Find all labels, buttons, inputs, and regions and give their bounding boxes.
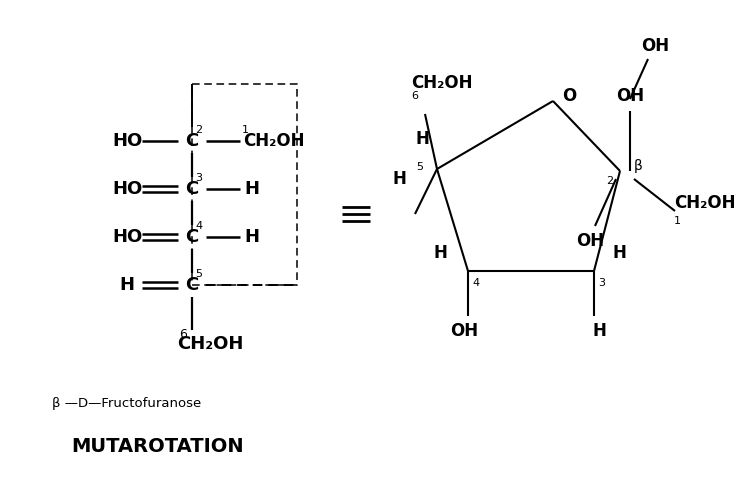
Text: 2: 2 (606, 176, 614, 186)
Text: H: H (119, 276, 134, 294)
Text: HO: HO (112, 132, 142, 150)
Text: 6: 6 (412, 91, 418, 101)
Text: H: H (433, 244, 447, 262)
Text: H: H (392, 170, 406, 188)
Text: H: H (415, 130, 429, 148)
Text: 3: 3 (195, 173, 203, 183)
Text: 5: 5 (195, 269, 203, 279)
Text: MUTAROTATION: MUTAROTATION (72, 438, 244, 457)
Text: OH: OH (576, 232, 604, 250)
Text: C: C (185, 276, 198, 294)
Text: HO: HO (112, 228, 142, 246)
Text: β: β (633, 159, 642, 173)
Text: CH₂OH: CH₂OH (674, 194, 736, 212)
Text: 4: 4 (473, 278, 480, 288)
Text: HO: HO (112, 180, 142, 198)
Text: H: H (592, 322, 606, 340)
Text: CH₂OH: CH₂OH (244, 132, 305, 150)
Text: 4: 4 (195, 221, 203, 231)
Text: 3: 3 (599, 278, 605, 288)
Text: 1: 1 (673, 216, 681, 226)
Text: 5: 5 (416, 162, 424, 172)
Text: H: H (244, 228, 259, 246)
Text: 6: 6 (179, 327, 187, 340)
Text: 1: 1 (241, 125, 249, 135)
Text: CH₂OH: CH₂OH (176, 335, 244, 353)
Text: CH₂OH: CH₂OH (411, 74, 473, 92)
Text: H: H (244, 180, 259, 198)
Text: β —D—Fructofuranose: β —D—Fructofuranose (52, 398, 201, 411)
Text: H: H (612, 244, 626, 262)
Text: O: O (562, 87, 576, 105)
Text: C: C (185, 132, 198, 150)
Text: OH: OH (641, 37, 669, 55)
Text: 2: 2 (195, 125, 203, 135)
Text: OH: OH (450, 322, 478, 340)
Text: C: C (185, 228, 198, 246)
Text: C: C (185, 180, 198, 198)
Text: OH: OH (616, 87, 644, 105)
